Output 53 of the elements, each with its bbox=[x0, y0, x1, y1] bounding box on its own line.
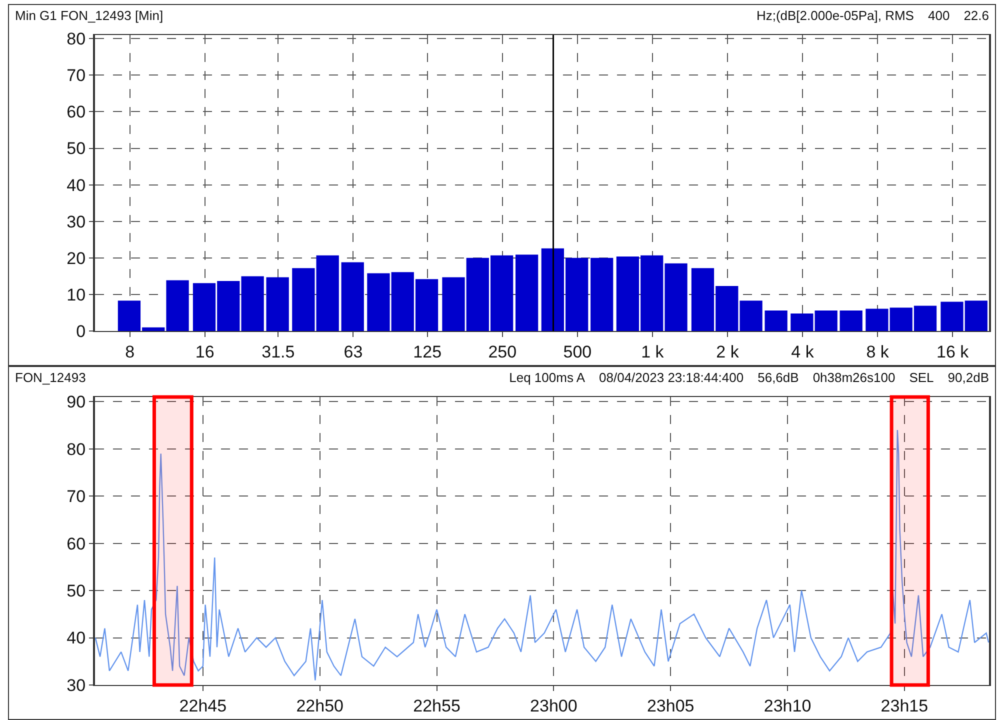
y-tick-label: 40 bbox=[66, 628, 86, 648]
text: 22.6 bbox=[964, 8, 989, 22]
y-tick-label: 60 bbox=[66, 534, 86, 554]
x-tick-label: 8 k bbox=[866, 342, 890, 362]
x-tick-label: 23h00 bbox=[530, 696, 578, 716]
x-tick-label: 22h45 bbox=[179, 696, 227, 716]
x-tick-label: 63 bbox=[344, 342, 363, 362]
x-tick-label: 1 k bbox=[641, 342, 664, 362]
y-tick-label: 60 bbox=[66, 102, 86, 122]
x-tick-label: 16 k bbox=[936, 342, 970, 362]
text: 08/04/2023 23:18:44:400 bbox=[599, 370, 744, 384]
line-series bbox=[95, 429, 989, 681]
y-tick-label: 30 bbox=[66, 676, 86, 695]
bar bbox=[266, 277, 289, 331]
y-tick-label: 50 bbox=[66, 582, 86, 601]
text: 56,6dB bbox=[758, 370, 799, 384]
y-tick-label: 90 bbox=[66, 392, 86, 412]
x-tick-label: 4 k bbox=[791, 342, 814, 362]
x-tick-label: 2 k bbox=[716, 342, 740, 362]
x-tick-label: 31.5 bbox=[262, 342, 295, 362]
y-tick-label: 40 bbox=[66, 176, 86, 195]
y-tick-label: 50 bbox=[66, 139, 86, 158]
chart-title: Min G1 FON_12493 [Min] bbox=[15, 8, 164, 22]
bar bbox=[516, 254, 538, 331]
text: Hz;(dB[2.000e-05Pa], RMS bbox=[756, 8, 914, 22]
x-tick-label: 23h05 bbox=[646, 696, 694, 716]
text: Leq 100ms A bbox=[509, 370, 586, 384]
bar bbox=[764, 310, 788, 331]
x-tick-label: 22h55 bbox=[413, 696, 460, 716]
y-tick-label: 80 bbox=[66, 30, 86, 49]
x-tick-label: 8 bbox=[125, 342, 135, 362]
y-tick-label: 80 bbox=[66, 440, 86, 459]
y-tick-label: 10 bbox=[66, 285, 86, 304]
bar bbox=[341, 262, 364, 331]
bar bbox=[590, 258, 614, 331]
text: 90,2dB bbox=[948, 370, 989, 384]
x-tick-label: 250 bbox=[488, 342, 517, 362]
y-tick-label: 0 bbox=[76, 322, 86, 341]
y-tick-label: 20 bbox=[66, 248, 86, 268]
text: 400 bbox=[928, 8, 950, 22]
text: SEL bbox=[909, 370, 934, 384]
x-tick-label: 23h10 bbox=[764, 696, 812, 716]
bar bbox=[840, 310, 862, 331]
x-tick-label: 125 bbox=[413, 342, 442, 362]
chart-title: FON_12493 bbox=[15, 370, 86, 384]
y-tick-label: 30 bbox=[66, 212, 86, 232]
x-tick-label: 22h50 bbox=[296, 696, 344, 716]
x-tick-label: 500 bbox=[563, 342, 592, 362]
y-tick-label: 70 bbox=[66, 66, 86, 86]
x-tick-label: 16 bbox=[195, 342, 214, 362]
text: 0h38m26s100 bbox=[812, 370, 896, 384]
x-tick-label: 23h15 bbox=[880, 696, 928, 716]
y-tick-label: 70 bbox=[66, 487, 86, 506]
